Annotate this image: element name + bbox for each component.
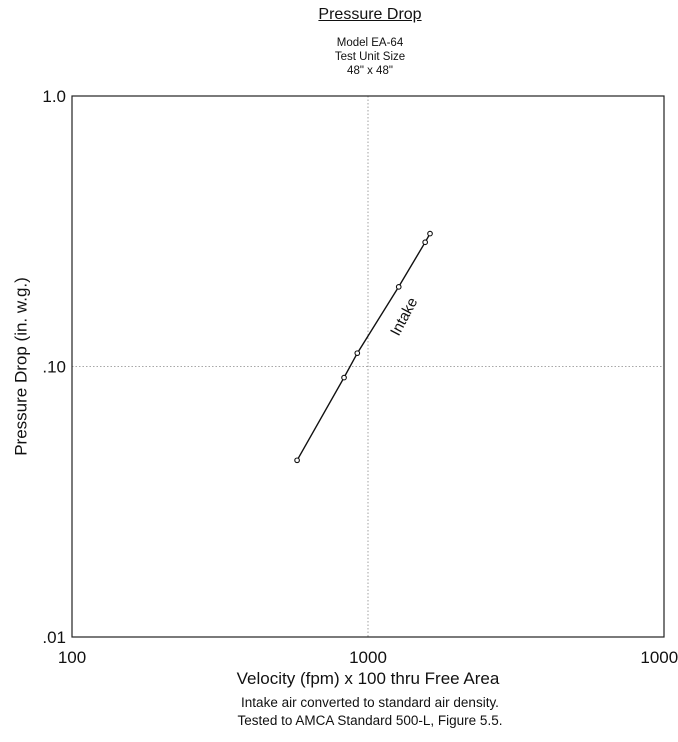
y-tick-label: 1.0	[42, 87, 66, 106]
chart-subtitle-model: Model EA-64	[336, 37, 404, 49]
series-line-intake	[296, 233, 431, 461]
data-point	[427, 230, 433, 237]
data-point	[354, 350, 361, 357]
ticks-layer: 100 1000 10000 .01 .10 1.0	[42, 87, 678, 667]
chart-title: Pressure Drop	[318, 6, 422, 23]
chart-subtitle-test-unit: Test Unit Size	[334, 51, 406, 63]
y-tick-label: .01	[42, 628, 66, 647]
chart-subtitle-size: 48" x 48"	[347, 65, 393, 77]
series-layer	[294, 230, 433, 464]
y-tick-label: .10	[42, 358, 66, 377]
footnote-amca-standard: Tested to AMCA Standard 500-L, Figure 5.…	[237, 713, 503, 728]
data-point	[294, 457, 300, 464]
y-axis-label: Pressure Drop (in. w.g.)	[11, 277, 30, 456]
x-axis-label: Velocity (fpm) x 100 thru Free Area	[237, 669, 500, 688]
series-annotation-intake: Intake	[387, 295, 421, 339]
footnote-air-density: Intake air converted to standard air den…	[241, 695, 499, 710]
plot-frame	[71, 95, 665, 638]
x-tick-label: 10000	[640, 648, 678, 667]
data-point	[422, 239, 429, 246]
x-tick-label: 1000	[349, 648, 387, 667]
data-point	[395, 283, 402, 290]
data-point	[341, 374, 347, 381]
x-tick-label: 100	[58, 648, 86, 667]
grid-layer	[72, 96, 664, 637]
